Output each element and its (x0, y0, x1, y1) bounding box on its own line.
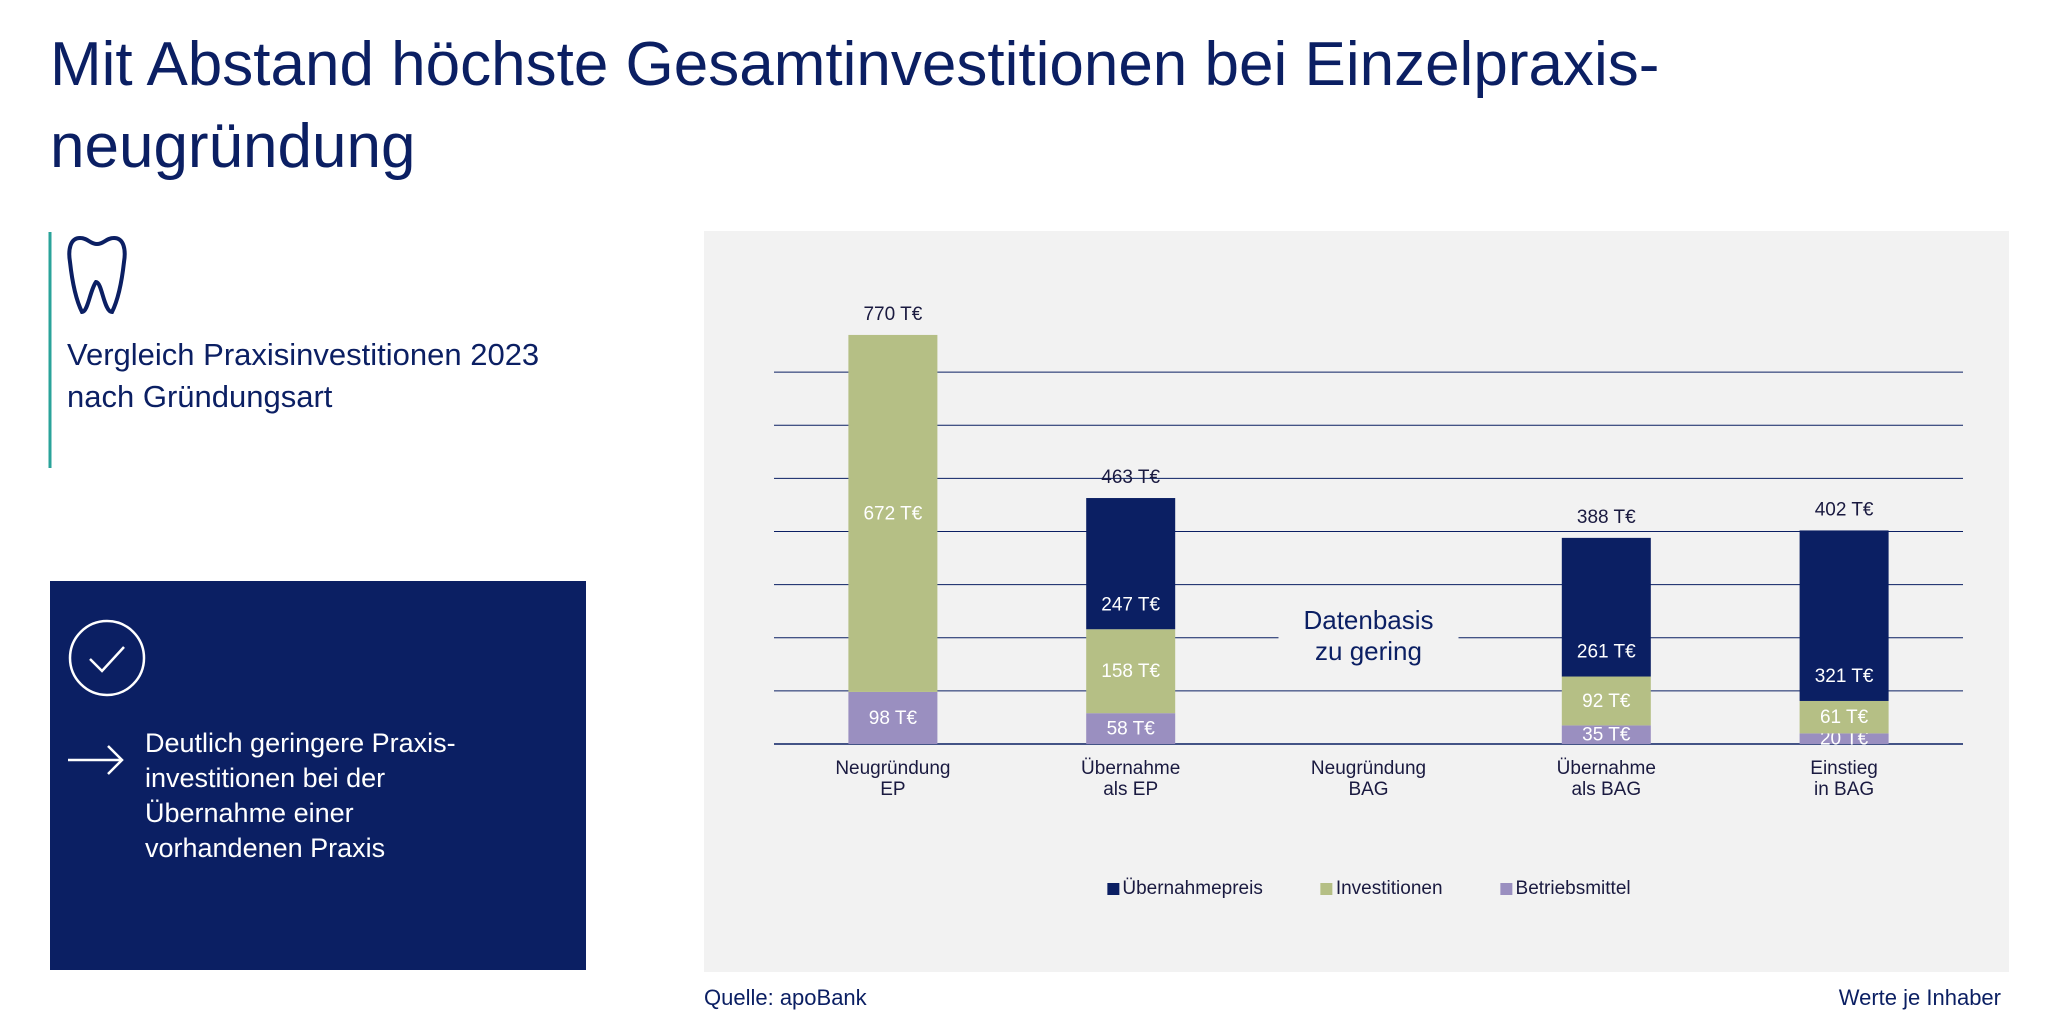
total-label: 402 T€ (1815, 499, 1874, 520)
subtitle: Vergleich Praxisinvestitionen 2023 nach … (67, 337, 540, 414)
value-label: 261 T€ (1577, 642, 1636, 663)
bar-segment (1799, 700, 1889, 734)
bar-segment (1561, 537, 1651, 677)
value-label: 98 T€ (869, 708, 918, 729)
title: Mit Abstand höchste Gesamtinvestitionen … (50, 30, 1660, 181)
legend: Übernahmepreis Investitionen Betriebsmitte… (1107, 878, 1631, 900)
arrow-icon (68, 745, 124, 775)
bar-segment (1086, 713, 1176, 744)
check-icon (68, 619, 146, 697)
value-label: 20 T€ (1820, 729, 1869, 750)
legend-swatch (1320, 883, 1333, 895)
annotation: Datenbasis zu gering (1303, 605, 1434, 666)
x-tick-label: Neugründung EP (835, 758, 951, 800)
bar-segment (1561, 725, 1651, 744)
note-text: Deutlich geringere Praxis- investitionen… (145, 728, 456, 863)
x-tick-label: Übernahme als EP (1081, 758, 1181, 800)
value-label: 672 T€ (863, 503, 922, 524)
total-label: 388 T€ (1577, 507, 1636, 528)
value-label: 61 T€ (1820, 707, 1869, 728)
note-icons (68, 619, 146, 775)
legend-label: Übernahmepreis (1122, 878, 1263, 899)
value-label: 158 T€ (1101, 661, 1160, 682)
x-tick-label: Neugründung BAG (1310, 758, 1427, 800)
bar-segment (1561, 676, 1651, 726)
total-label: 770 T€ (863, 304, 922, 325)
value-label: 247 T€ (1101, 594, 1160, 615)
note-box (50, 581, 586, 970)
legend-swatch (1107, 883, 1120, 895)
value-label: 92 T€ (1582, 691, 1631, 712)
legend-label: Investitionen (1335, 878, 1443, 899)
check-mark (89, 646, 125, 673)
source: Quelle: apoBank (704, 985, 867, 1010)
value-label: 35 T€ (1582, 725, 1631, 746)
bar-segment (1086, 629, 1176, 714)
tooth-icon (67, 235, 127, 315)
legend-item: Übernahmepreis (1107, 878, 1263, 900)
legend-label: Betriebsmittel (1515, 878, 1631, 899)
bar-segment (1086, 498, 1176, 630)
bar-segment (848, 334, 938, 692)
legend-item: Betriebsmittel (1500, 878, 1631, 900)
total-label: 463 T€ (1101, 467, 1160, 488)
x-tick-label: Einstieg in BAG (1810, 758, 1878, 800)
annotation-bg (1278, 600, 1459, 680)
value-label: 321 T€ (1815, 666, 1874, 687)
legend-swatch (1500, 883, 1513, 895)
legend-item: Investitionen (1320, 878, 1443, 900)
x-tick-label: Übernahme als BAG (1556, 758, 1656, 800)
value-label: 58 T€ (1107, 719, 1156, 740)
bar-segment (1799, 733, 1889, 744)
bar-segment (1799, 530, 1889, 701)
footer-note: Werte je Inhaber (1838, 985, 2001, 1010)
bar-segment (848, 691, 938, 744)
